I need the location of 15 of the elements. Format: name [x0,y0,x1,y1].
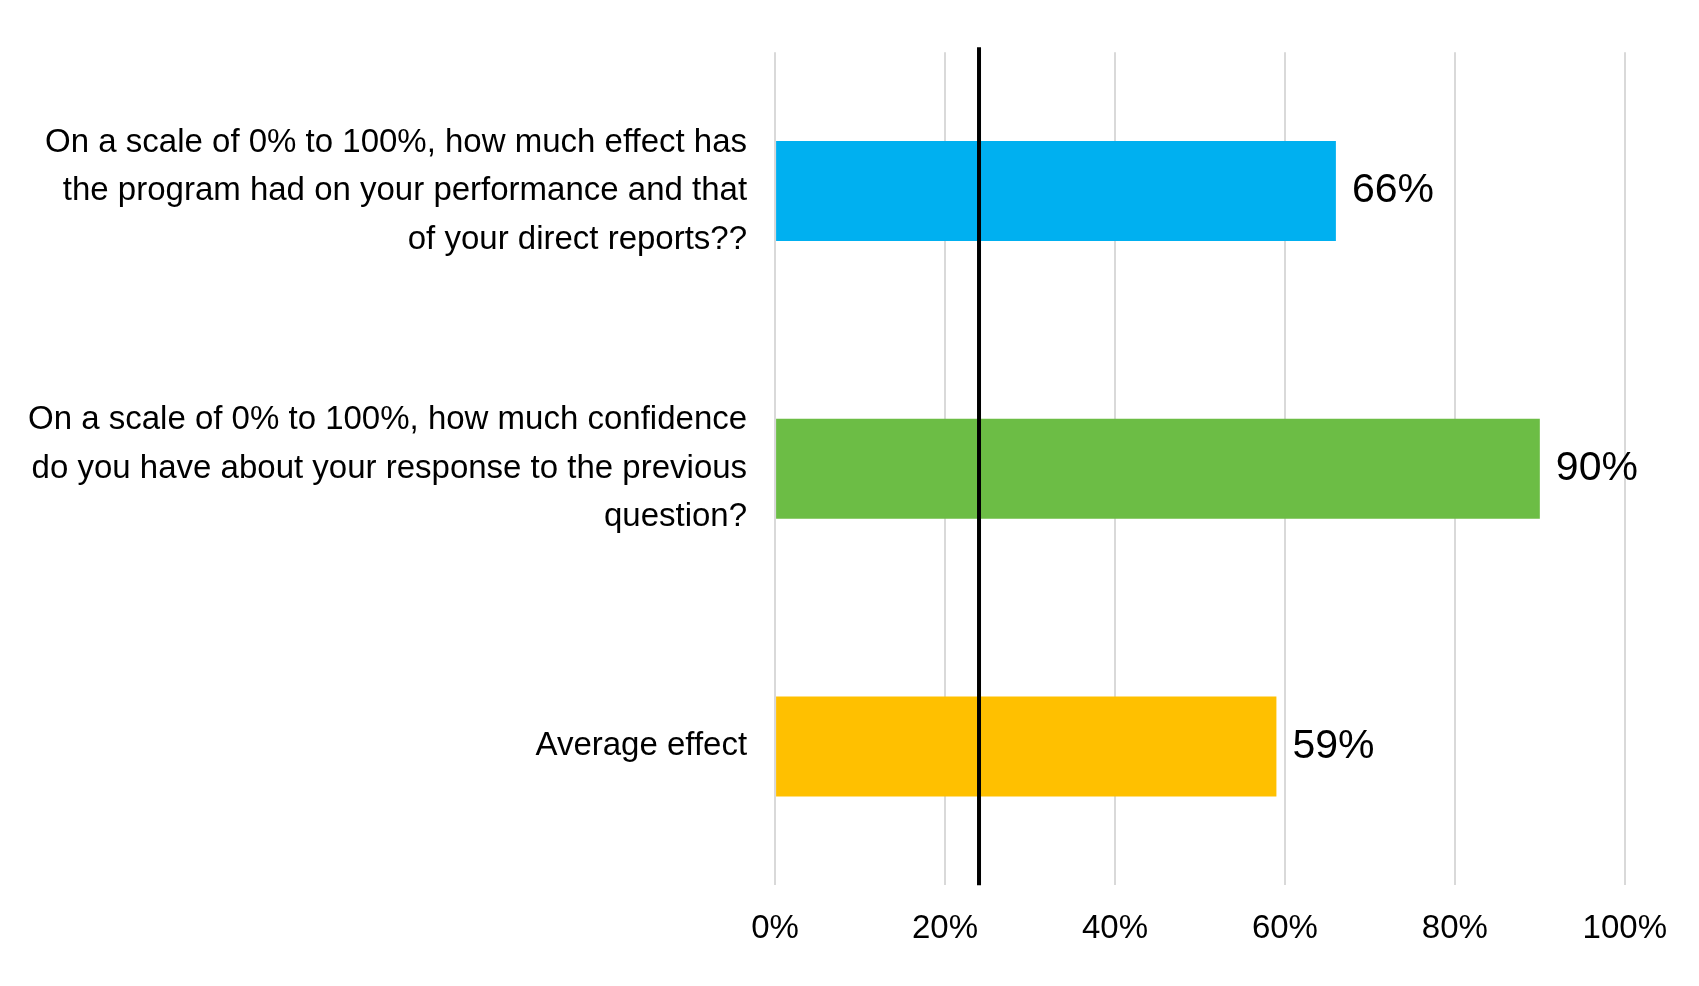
y-tick-label: On a scale of 0% to 100%, how much effect has the program had on your performance and that of your direct reports?? [45,121,748,256]
x-tick-label: 0% [751,908,799,946]
bar [776,418,1540,519]
data-label: 59% [1292,720,1375,767]
data-label: 66% [1351,165,1434,212]
data-label: 90% [1555,443,1638,490]
x-tick-label: 80% [1421,908,1488,946]
x-tick-label: 40% [1081,908,1148,946]
x-tick-label: 100% [1582,908,1667,946]
y-tick-label: Average effect [535,725,748,763]
x-tick-label: 20% [912,908,979,946]
x-tick-label: 60% [1251,908,1318,946]
bar [776,141,1336,242]
y-tick-label: On a scale of 0% to 100%, how much confidence do you have about your response to the previous question? [27,399,748,534]
bar [776,696,1277,797]
